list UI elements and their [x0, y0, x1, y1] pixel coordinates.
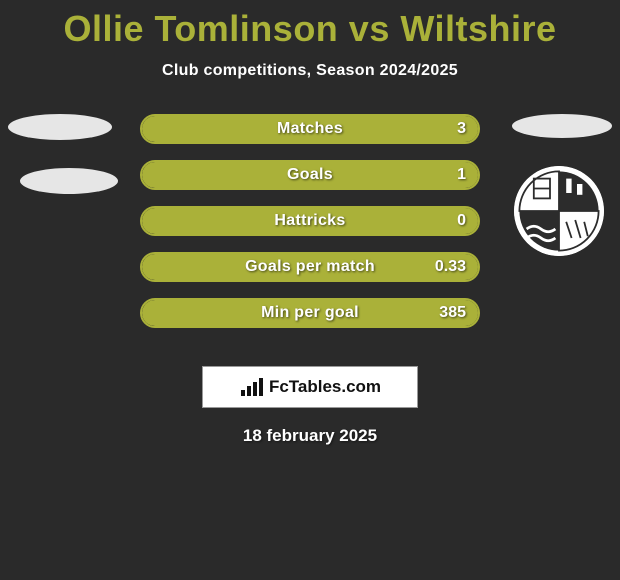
stat-bar-value: 0 [457, 208, 466, 234]
stat-bar-label: Hattricks [142, 208, 478, 234]
stat-bar-goals-per-match: Goals per match 0.33 [140, 252, 480, 282]
player-avatar-placeholder-2 [20, 168, 118, 194]
subtitle: Club competitions, Season 2024/2025 [0, 62, 620, 80]
source-logo-text: FcTables.com [269, 377, 381, 397]
stat-bar-value: 0.33 [435, 254, 466, 280]
stat-bar-hattricks: Hattricks 0 [140, 206, 480, 236]
player-avatar-placeholder-1 [8, 114, 112, 140]
page-title: Ollie Tomlinson vs Wiltshire [0, 0, 620, 50]
date-text: 18 february 2025 [0, 426, 620, 446]
source-logo-box: FcTables.com [202, 366, 418, 408]
team-badge [514, 166, 604, 256]
stat-bar-label: Min per goal [142, 300, 478, 326]
stat-bars: Matches 3 Goals 1 Hattricks 0 Goals per … [140, 114, 480, 344]
stat-bar-value: 385 [439, 300, 466, 326]
stat-bar-value: 1 [457, 162, 466, 188]
stat-bar-matches: Matches 3 [140, 114, 480, 144]
stat-bar-label: Goals [142, 162, 478, 188]
team-avatar-placeholder [512, 114, 612, 138]
stat-bar-label: Matches [142, 116, 478, 142]
stat-bar-goals: Goals 1 [140, 160, 480, 190]
chart-icon [239, 376, 265, 398]
stat-bar-label: Goals per match [142, 254, 478, 280]
stat-bar-value: 3 [457, 116, 466, 142]
comparison-row: Matches 3 Goals 1 Hattricks 0 Goals per … [0, 114, 620, 344]
stat-bar-min-per-goal: Min per goal 385 [140, 298, 480, 328]
